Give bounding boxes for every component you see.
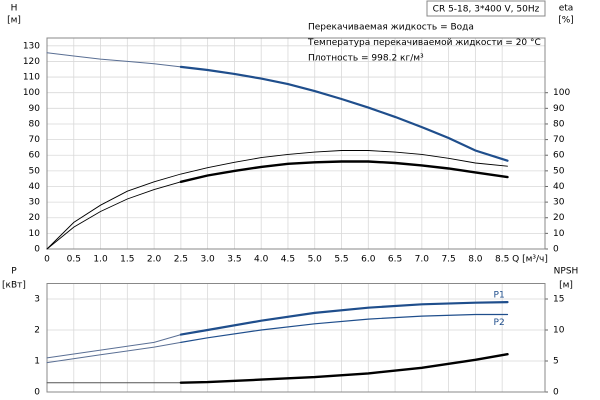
series-label: P2 (494, 318, 505, 328)
y2-tick-label: 10 (553, 229, 565, 239)
y2-tick-label: 10 (553, 326, 565, 336)
plot-frame (46, 37, 546, 250)
series-line (46, 181, 182, 250)
y2-tick-label: 70 (553, 135, 565, 145)
x-tick-label: 5.0 (308, 255, 323, 265)
y-tick-label: 70 (29, 135, 41, 145)
y-axis-label: [м] (7, 16, 21, 26)
series-line (179, 301, 509, 336)
y-tick-label: 20 (29, 213, 41, 223)
x-tick-label: 5.5 (334, 255, 348, 265)
x-tick-label: 2.5 (174, 255, 188, 265)
info-box-text: CR 5-18, 3*400 V, 50Hz (433, 5, 540, 15)
y-tick-label: 120 (23, 57, 40, 67)
y-tick-label: 0 (34, 245, 40, 255)
y2-tick-label: 0 (553, 245, 559, 255)
plot-frame (46, 283, 546, 393)
y-tick-label: 2 (34, 326, 40, 336)
x-tick-label: 1.5 (120, 255, 134, 265)
x-tick-label: 1.0 (93, 255, 108, 265)
x-axis-label: Q [м³/ч] (512, 255, 548, 265)
y-tick-label: 0 (34, 388, 40, 398)
series-line (46, 52, 182, 68)
y2-tick-label: 30 (553, 198, 565, 208)
x-tick-label: 6.5 (388, 255, 402, 265)
y-tick-label: 3 (34, 295, 40, 305)
annotation: Температура перекачиваемой жидкости = 20… (307, 38, 541, 48)
y2-axis-label: [%] (558, 16, 574, 26)
series-line (46, 341, 182, 364)
x-tick-label: 6.0 (361, 255, 376, 265)
y-tick-label: 90 (29, 104, 41, 114)
y-axis-label: [кВт] (2, 281, 26, 291)
y-tick-label: 80 (29, 119, 41, 129)
x-tick-label: 0.5 (67, 255, 81, 265)
info-box (426, 0, 546, 17)
y2-tick-label: 80 (553, 119, 565, 129)
x-tick-label: 8.5 (495, 255, 509, 265)
y-tick-label: 50 (29, 166, 41, 176)
x-tick-label: 4.5 (281, 255, 295, 265)
x-tick-label: 3.5 (227, 255, 241, 265)
y-tick-label: 60 (29, 151, 41, 161)
y2-tick-label: 90 (553, 104, 565, 114)
y2-tick-label: 20 (553, 213, 565, 223)
y2-tick-label: 100 (553, 88, 570, 98)
series-line (179, 160, 509, 183)
x-tick-label: 3.0 (200, 255, 215, 265)
annotation: Плотность = 998.2 кг/м³ (308, 54, 424, 64)
y-axis-label: P (11, 267, 17, 277)
x-tick-label: 2.0 (147, 255, 162, 265)
y2-tick-label: 60 (553, 151, 565, 161)
series-line (179, 65, 509, 162)
y-tick-label: 30 (29, 198, 41, 208)
y-tick-label: 130 (23, 41, 40, 51)
y-tick-label: 10 (29, 229, 41, 239)
y-tick-label: 1 (34, 357, 40, 367)
y2-axis-label: [м] (559, 281, 573, 291)
series-line (46, 150, 508, 250)
y2-tick-label: 0 (553, 388, 559, 398)
annotation: Перекачиваемая жидкость = Вода (308, 23, 474, 33)
x-tick-label: 0 (44, 255, 50, 265)
series-line (179, 353, 509, 384)
y-axis-label: H (11, 4, 18, 14)
series-line (46, 334, 182, 359)
y-tick-label: 100 (23, 88, 40, 98)
series-line (180, 313, 509, 343)
y2-axis-label: eta (559, 4, 574, 14)
y2-tick-label: 40 (553, 182, 565, 192)
x-tick-label: 7.5 (441, 255, 455, 265)
x-tick-label: 7.0 (415, 255, 430, 265)
y-tick-label: 40 (29, 182, 41, 192)
y-tick-label: 110 (23, 73, 40, 83)
y2-tick-label: 50 (553, 166, 565, 176)
y2-axis-label: NPSH (554, 267, 579, 277)
x-tick-label: 4.0 (254, 255, 269, 265)
y2-tick-label: 5 (553, 357, 559, 367)
series-label: P1 (494, 291, 505, 301)
x-tick-label: 8.0 (468, 255, 483, 265)
y2-tick-label: 15 (553, 295, 564, 305)
